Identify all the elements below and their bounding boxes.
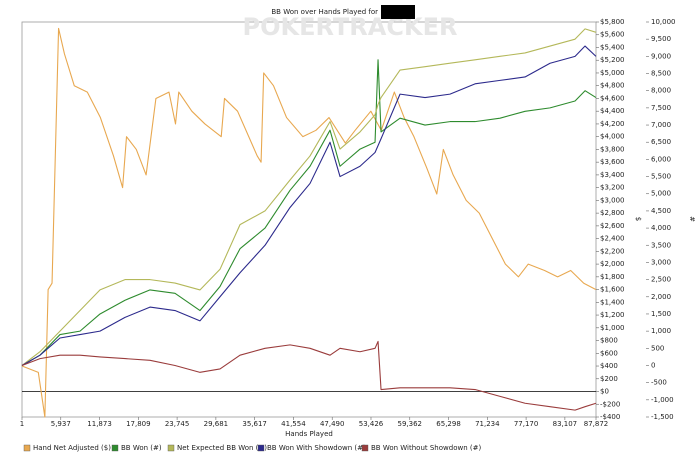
y-tick-label: $3,800 [600,145,625,153]
y2-tick-label: 3,500 [651,241,671,249]
y2-tick-label: 7,500 [651,104,671,112]
y2-tick-label: 9,500 [651,35,671,43]
y2-tick-label: 10,000 [651,18,676,26]
x-tick-label: 59,362 [398,420,423,428]
y-tick-label: $4,200 [600,120,625,128]
y-tick-label: $2,200 [600,247,625,255]
x-tick-label: 29,681 [204,420,229,428]
x-tick-label: 17,809 [126,420,151,428]
series-line [21,27,597,418]
x-tick-label: 47,490 [320,420,345,428]
x-tick-label: 23,745 [165,420,190,428]
y2-tick-label: 8,000 [651,87,671,95]
series-line [21,340,597,411]
y2-tick-label: 4,500 [651,207,671,215]
y-tick-label: $5,200 [600,56,625,64]
y-tick-label: $3,600 [600,158,625,166]
legend-label: Net Expected BB Won (#) [177,444,267,452]
x-tick-label: 83,107 [553,420,578,428]
y2-tick-label: 9,000 [651,52,671,60]
redaction [381,5,415,19]
watermark: POKERTRACKER [243,13,458,41]
y-tick-label: $4,800 [600,82,625,90]
y-tick-label: $4,400 [600,107,625,115]
x-tick-label: 71,234 [475,420,500,428]
y2-tick-label: 3,000 [651,258,671,266]
y2-tick-label: 2,500 [651,276,671,284]
y2-tick-label: 500 [651,344,664,352]
chart-title: BB Won over Hands Played for [271,8,378,16]
y-tick-label: $2,400 [600,235,625,243]
y2-tick-label: 6,500 [651,138,671,146]
legend-swatch [23,444,31,452]
series-line [21,59,597,366]
y-tick-label: $1,600 [600,286,625,294]
y-tick-label: $5,400 [600,43,625,51]
y-tick-label: $200 [600,375,618,383]
y-tick-label: $1,200 [600,311,625,319]
y-tick-label: -$400 [600,413,620,421]
x-axis-title: Hands Played [285,430,333,438]
y-tick-label: $0 [600,388,609,396]
y-tick-label: $2,000 [600,260,625,268]
y2-tick-label: 8,500 [651,70,671,78]
y-tick-label: $1,400 [600,298,625,306]
legend-label: BB Won (#) [121,444,162,452]
y-tick-label: $4,600 [600,94,625,102]
y-tick-label: $5,600 [600,31,625,39]
y-tick-label: $3,000 [600,196,625,204]
y-tick-label: -$200 [600,400,620,408]
y-tick-label: $3,200 [600,184,625,192]
y-axis-title: $ [634,217,642,221]
y-tick-label: $600 [600,349,618,357]
y2-tick-label: -1,000 [651,396,674,404]
y-tick-label: $4,000 [600,133,625,141]
y-tick-label: $2,600 [600,222,625,230]
x-tick-label: 65,298 [436,420,461,428]
legend-label: BB Won With Showdown (#) [267,444,366,452]
legend-swatch [167,444,175,452]
y2-tick-label: 1,500 [651,310,671,318]
y-tick-label: $5,000 [600,69,625,77]
y2-tick-label: -500 [651,379,667,387]
y2-tick-label: 7,000 [651,121,671,129]
legend-swatch [257,444,265,452]
plot-area [21,21,597,418]
y-tick-label: $5,800 [600,18,625,26]
y-tick-label: $400 [600,362,618,370]
y2-tick-label: 4,000 [651,224,671,232]
x-tick-label: 77,170 [514,420,539,428]
y-tick-label: $1,000 [600,324,625,332]
y2-axis-title: # [688,216,696,222]
legend-label: BB Won Without Showdown (#) [371,444,481,452]
y2-tick-label: 2,000 [651,293,671,301]
series-line [21,28,597,366]
y2-tick-label: 5,500 [651,173,671,181]
x-tick-label: 53,426 [359,420,384,428]
x-tick-label: 11,873 [87,420,112,428]
series-line [21,45,597,366]
y-tick-label: $2,800 [600,209,625,217]
legend-swatch [361,444,369,452]
x-tick-label: 87,872 [584,420,609,428]
legend-swatch [111,444,119,452]
y2-tick-label: 5,000 [651,190,671,198]
y2-tick-label: 1,000 [651,327,671,335]
y2-tick-label: 0 [651,361,655,369]
x-tick-label: 5,937 [51,420,71,428]
y-tick-label: $3,400 [600,171,625,179]
y2-tick-label: -1,500 [651,413,674,421]
x-tick-label: 1 [20,420,24,428]
x-tick-label: 35,617 [242,420,267,428]
x-tick-label: 41,554 [281,420,306,428]
y-tick-label: $1,800 [600,273,625,281]
y-tick-label: $800 [600,337,618,345]
y2-tick-label: 6,000 [651,155,671,163]
legend-label: Hand Net Adjusted ($) [33,444,111,452]
